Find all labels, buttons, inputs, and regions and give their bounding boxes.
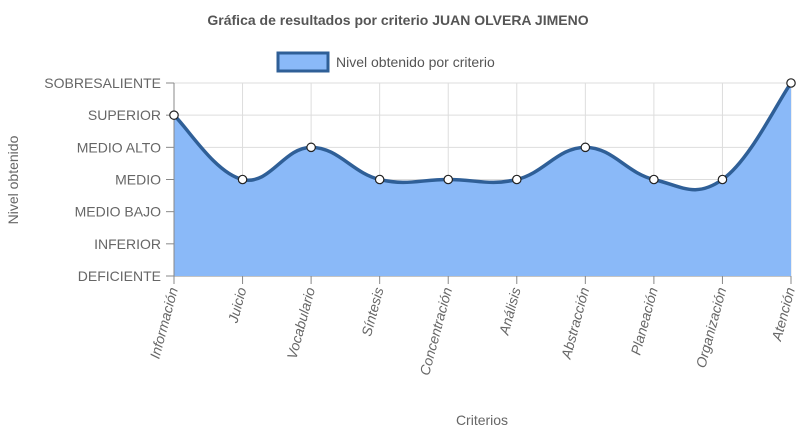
data-point[interactable] [374,174,385,185]
y-tick-labels: DEFICIENTE INFERIOR MEDIO BAJO MEDIO MEDIO A… [44,75,161,284]
x-tick-label: Vocabulario [284,285,319,360]
chart-title: Gráfica de resultados por criterio JUAN … [207,12,588,28]
x-tick-label: Planeación [627,285,660,356]
x-tick-label: Abstracción [558,285,593,361]
data-point[interactable] [511,174,522,185]
y-tick-label: MEDIO [115,172,161,188]
series-area-fill [174,83,791,276]
x-tick-labels: Información Juicio Vocabulario Síntesis Conc… [147,285,796,377]
data-point[interactable] [580,142,591,153]
y-tick-label: SOBRESALIENTE [44,75,161,91]
data-point[interactable] [306,142,316,153]
y-tick-label: SUPERIOR [88,107,161,123]
x-axis-label: Criterios [456,412,508,428]
series-line [172,81,793,192]
series-area [172,81,793,276]
x-tick-label: Síntesis [358,286,386,338]
x-tick-label: Concentración [416,285,455,377]
x-tick-label: Información [147,285,181,360]
y-tick-label: MEDIO BAJO [75,204,161,220]
legend[interactable]: Nivel obtenido por criterio [276,51,495,73]
x-tick-label: Organización [693,285,730,369]
y-tick-label: INFERIOR [94,236,161,252]
data-point[interactable] [169,110,179,120]
legend-label: Nivel obtenido por criterio [336,54,495,70]
y-tick-label: DEFICIENTE [78,268,161,284]
data-point[interactable] [649,174,659,185]
x-tick-label: Atención [768,285,796,343]
y-axis-label: Nivel obtenido [5,135,21,224]
x-tick-label: Juicio [224,285,249,325]
x-tick-label: Análisis [495,286,523,338]
data-point[interactable] [717,174,728,185]
data-points[interactable] [169,78,796,185]
y-tick-label: MEDIO ALTO [77,139,161,155]
data-point[interactable] [443,174,454,185]
data-point[interactable] [237,174,248,185]
data-point[interactable] [786,78,796,88]
legend-swatch [276,51,330,73]
